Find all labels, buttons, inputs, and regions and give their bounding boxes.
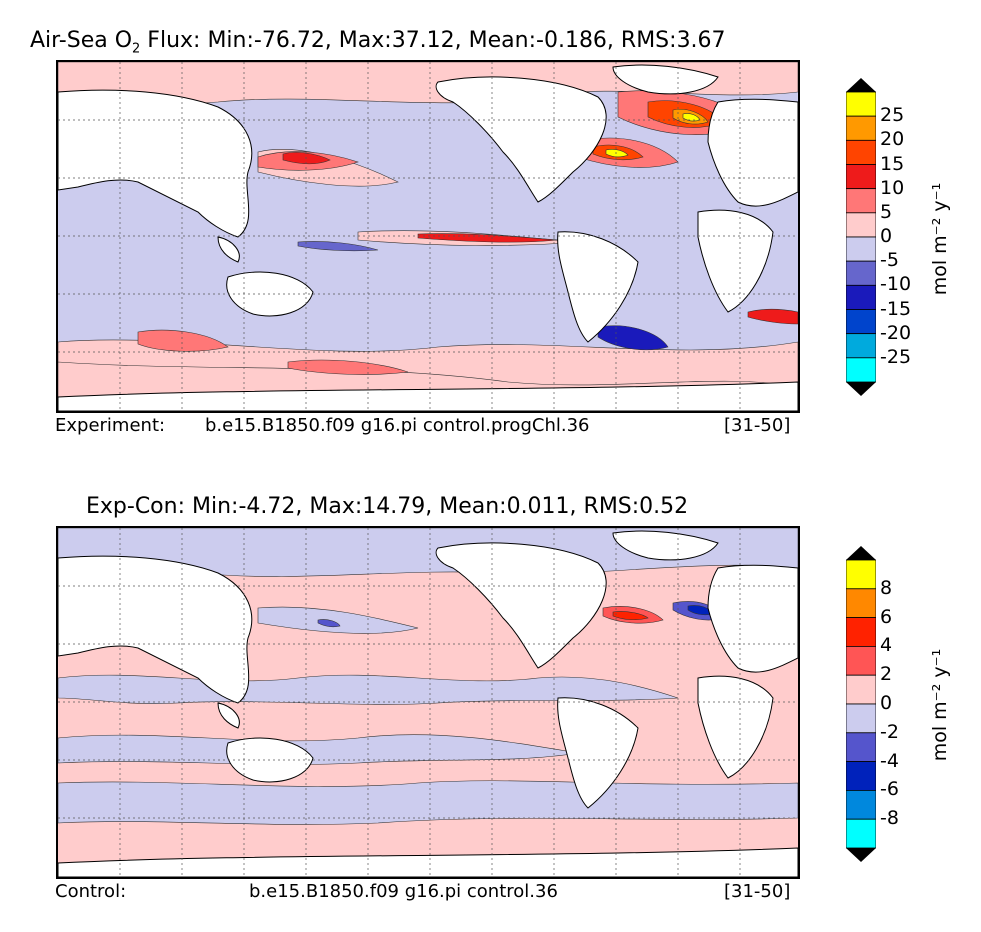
panel-2-colorbar: [845, 546, 877, 866]
colorbar-swatch: [845, 703, 877, 734]
colorbar-tick-label: -20: [880, 321, 912, 344]
panel-2-map: [56, 526, 800, 879]
colorbar-swatch: [845, 139, 877, 165]
colorbar-tick-label: -15: [880, 297, 912, 320]
colorbar-swatch: [845, 789, 877, 820]
panel-1-footer-left: Experiment:: [55, 415, 166, 436]
panel-1-map: [56, 60, 800, 413]
colorbar-1-swatches: [845, 78, 877, 396]
colorbar-tick-label: -4: [880, 749, 899, 772]
colorbar-under-arrow: [846, 382, 876, 396]
panel-2-colorbar-label: mol m⁻² y⁻¹: [929, 648, 951, 762]
colorbar-tick-label: -5: [880, 249, 899, 272]
colorbar-swatch: [845, 284, 877, 310]
colorbar-tick-label: 0: [880, 225, 893, 247]
colorbar-tick-label: -25: [880, 345, 912, 368]
colorbar-tick-label: 10: [880, 176, 905, 199]
colorbar-tick-label: -10: [880, 273, 912, 296]
colorbar-swatch: [845, 617, 877, 647]
colorbar-tick-label: -2: [880, 720, 899, 743]
colorbar-swatch: [845, 91, 877, 117]
colorbar-swatch: [845, 164, 877, 190]
colorbar-swatch: [845, 761, 877, 791]
colorbar-swatch: [845, 212, 877, 238]
colorbar-swatch: [845, 646, 877, 676]
world-map-difference: [58, 528, 798, 877]
colorbar-under-arrow: [846, 848, 876, 862]
colorbar-swatch: [845, 115, 877, 141]
colorbar-swatch: [845, 333, 877, 359]
panel-2-title: Exp-Con: Min:-4.72, Max:14.79, Mean:0.01…: [86, 494, 689, 519]
colorbar-tick-label: 2: [880, 663, 893, 686]
colorbar-tick-label: -8: [880, 807, 899, 830]
colorbar-swatch: [845, 588, 877, 618]
colorbar-swatch: [845, 236, 877, 262]
colorbar-swatch: [845, 260, 877, 286]
colorbar-over-arrow: [846, 78, 876, 92]
colorbar-tick-label: 20: [880, 128, 905, 151]
panel-2-footer-center: b.e15.B1850.f09 g16.pi control.36: [249, 881, 558, 902]
panel-2-footer-right: [31-50]: [724, 881, 791, 902]
colorbar-tick-label: -6: [880, 778, 899, 801]
colorbar-tick-label: 4: [880, 634, 893, 657]
panel-1-footer-right: [31-50]: [724, 415, 791, 436]
panel-1-colorbar: [845, 78, 877, 400]
colorbar-tick-label: 15: [880, 152, 905, 175]
colorbar-swatch: [845, 309, 877, 335]
panel-2-footer-left: Control:: [55, 881, 127, 902]
colorbar-tick-label: 25: [880, 104, 905, 127]
colorbar-swatch: [845, 732, 877, 763]
colorbar-swatch: [845, 674, 877, 705]
colorbar-tick-label: 8: [880, 576, 893, 599]
colorbar-swatch: [845, 357, 877, 383]
colorbar-tick-label: 6: [880, 605, 893, 628]
colorbar-2-swatches: [845, 546, 877, 862]
panel-1-colorbar-label: mol m⁻² y⁻¹: [929, 182, 951, 296]
colorbar-swatch: [845, 188, 877, 214]
colorbar-tick-label: 0: [880, 692, 893, 714]
colorbar-tick-label: 5: [880, 200, 893, 223]
panel-1-footer-center: b.e15.B1850.f09 g16.pi control.progChl.3…: [205, 415, 590, 436]
panel-1-title: Air-Sea O2 Flux: Min:-76.72, Max:37.12, …: [30, 28, 726, 57]
world-map-flux: [58, 62, 798, 411]
colorbar-swatch: [845, 559, 877, 590]
colorbar-over-arrow: [846, 546, 876, 560]
colorbar-swatch: [845, 818, 877, 849]
